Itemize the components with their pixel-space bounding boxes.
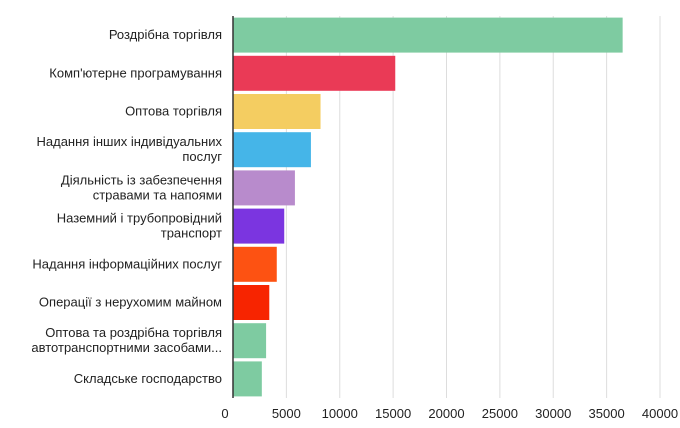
x-tick-label: 40000 xyxy=(642,406,678,421)
category-label: Складське господарство xyxy=(74,371,222,386)
x-tick-label: 20000 xyxy=(428,406,464,421)
x-tick-label: 10000 xyxy=(322,406,358,421)
x-tick-label: 30000 xyxy=(535,406,571,421)
category-label: Оптова торгівля xyxy=(125,104,222,119)
category-label: автотранспортними засобами... xyxy=(31,340,222,355)
category-label: Комп'ютерне програмування xyxy=(49,65,222,80)
category-label: Роздрібна торгівля xyxy=(109,27,222,42)
category-label: Операції з нерухомим майном xyxy=(39,295,222,310)
x-tick-label: 5000 xyxy=(272,406,301,421)
bar xyxy=(233,208,285,244)
bar xyxy=(233,361,262,397)
category-labels: Роздрібна торгівля Комп'ютерне програмува… xyxy=(31,27,222,386)
x-tick-label: 15000 xyxy=(375,406,411,421)
x-tick-label: 25000 xyxy=(482,406,518,421)
bar xyxy=(233,246,277,282)
category-label: Діяльність із забезпечення xyxy=(61,172,222,187)
bar xyxy=(233,17,623,53)
bar xyxy=(233,170,295,206)
x-tick-label: 0 xyxy=(221,406,228,421)
bar xyxy=(233,285,270,320)
category-label: Оптова та роздрібна торгівля xyxy=(45,325,222,340)
bar xyxy=(233,94,321,129)
bar xyxy=(233,55,396,91)
category-label: послуг xyxy=(182,149,222,164)
category-label: Надання інших індивідуальних xyxy=(37,134,223,149)
x-tick-labels: 0 5000 10000 15000 20000 25000 30000 35000 40000 xyxy=(221,406,678,421)
x-tick-label: 35000 xyxy=(589,406,625,421)
category-label: Надання інформаційних послуг xyxy=(32,256,222,271)
category-label: транспорт xyxy=(161,226,222,241)
bars xyxy=(233,17,623,397)
bar xyxy=(233,132,311,168)
bar xyxy=(233,323,267,359)
category-label: Наземний і трубопровідний xyxy=(57,211,222,226)
category-label: стравами та напоями xyxy=(93,187,222,202)
